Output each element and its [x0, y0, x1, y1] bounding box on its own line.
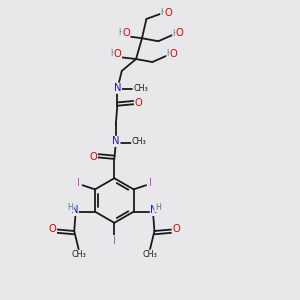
Text: O: O	[172, 224, 180, 234]
Text: O: O	[49, 224, 56, 234]
Text: O: O	[170, 49, 178, 59]
Text: O: O	[134, 98, 142, 108]
Text: N: N	[112, 136, 120, 146]
Text: CH₃: CH₃	[71, 250, 86, 259]
Text: H: H	[172, 29, 178, 38]
Text: O: O	[164, 8, 172, 18]
Text: H: H	[118, 28, 124, 38]
Text: H: H	[155, 203, 161, 212]
Text: O: O	[122, 28, 130, 38]
Text: H: H	[167, 50, 172, 58]
Text: CH₃: CH₃	[132, 137, 146, 146]
Text: O: O	[176, 28, 184, 38]
Text: I: I	[77, 178, 80, 188]
Text: H: H	[68, 203, 74, 212]
Text: N: N	[114, 83, 122, 93]
Text: H: H	[110, 49, 116, 58]
Text: O: O	[89, 152, 97, 161]
Text: N: N	[71, 206, 78, 215]
Text: I: I	[149, 178, 152, 188]
Text: CH₃: CH₃	[133, 84, 148, 93]
Text: CH₃: CH₃	[142, 250, 158, 259]
Text: I: I	[113, 236, 116, 246]
Text: O: O	[114, 49, 122, 59]
Text: N: N	[150, 206, 158, 215]
Text: H: H	[161, 8, 167, 17]
